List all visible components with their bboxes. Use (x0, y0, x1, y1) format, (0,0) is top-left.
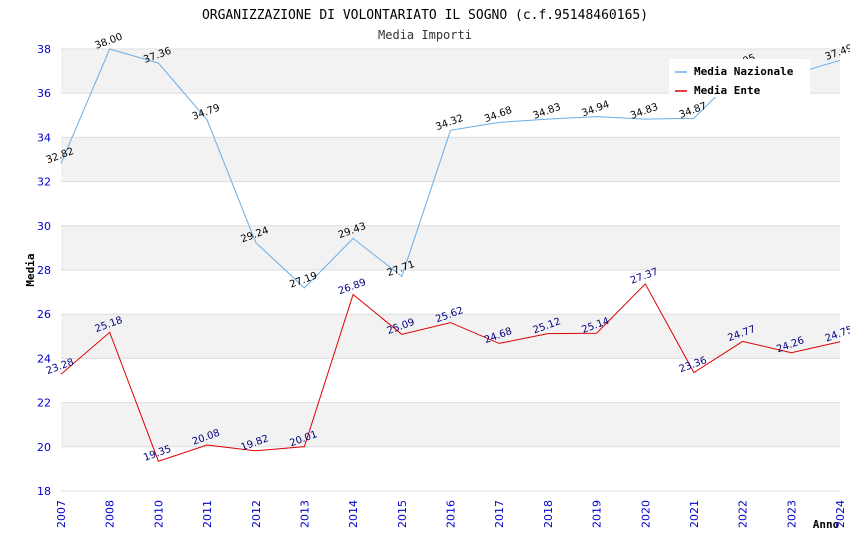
x-tick-label: 2010 (152, 500, 165, 528)
y-tick-label: 30 (37, 220, 51, 233)
y-tick-label: 36 (37, 87, 51, 100)
x-tick-label: 2007 (55, 500, 68, 528)
x-tick-label: 2024 (834, 500, 847, 528)
x-tick-label: 2014 (347, 500, 360, 528)
x-axis-title: Anno (813, 518, 840, 531)
x-tick-label: 2017 (493, 500, 506, 528)
legend-label-media-nazionale: Media Nazionale (694, 65, 794, 78)
x-tick-label: 2018 (542, 500, 555, 528)
x-tick-label: 2008 (104, 500, 117, 528)
x-tick-label: 2013 (298, 500, 311, 528)
x-tick-label: 2019 (591, 500, 604, 528)
y-axis-ticks: 18 20 22 24 26 28 30 32 34 36 38 (37, 43, 51, 498)
x-tick-label: 2022 (737, 500, 750, 528)
legend: Media Nazionale Media Ente (669, 59, 810, 97)
grid-band (61, 314, 840, 359)
x-tick-label: 2020 (639, 500, 652, 528)
y-tick-label: 38 (37, 43, 51, 56)
y-tick-label: 18 (37, 485, 51, 498)
x-axis-ticks: 2007 2008 2010 2011 2012 2013 2014 2015 2016 2017… (55, 500, 847, 528)
y-tick-label: 28 (37, 264, 51, 277)
data-label: 34.79 (191, 103, 222, 123)
series-line-media-nazionale (60, 48, 841, 289)
y-tick-label: 32 (37, 176, 51, 189)
legend-label-media-ente: Media Ente (694, 84, 761, 97)
x-tick-label: 2021 (688, 500, 701, 528)
x-tick-label: 2023 (785, 500, 798, 528)
series-lines (60, 48, 841, 462)
y-axis-title: Media (24, 253, 37, 286)
x-tick-label: 2016 (445, 500, 458, 528)
data-labels: 32.8238.0037.3634.7929.2427.1929.4327.71… (45, 32, 850, 464)
series-line-media-ente (60, 283, 841, 462)
grid-bands (61, 49, 840, 447)
y-tick-label: 34 (37, 131, 51, 144)
x-tick-label: 2012 (250, 500, 263, 528)
grid-band (61, 402, 840, 447)
y-tick-label: 24 (37, 352, 51, 365)
data-label: 34.32 (434, 113, 465, 133)
y-tick-label: 26 (37, 308, 51, 321)
grid-band (61, 225, 840, 270)
x-tick-label: 2015 (396, 500, 409, 528)
y-tick-label: 22 (37, 397, 51, 410)
data-label: 26.89 (337, 277, 368, 297)
legend-box (669, 59, 810, 97)
x-tick-label: 2011 (201, 500, 214, 528)
chart-subtitle: Media Importi (378, 28, 472, 42)
chart-title: ORGANIZZAZIONE DI VOLONTARIATO IL SOGNO … (202, 8, 648, 23)
grid-band (61, 137, 840, 182)
y-tick-label: 20 (37, 441, 51, 454)
